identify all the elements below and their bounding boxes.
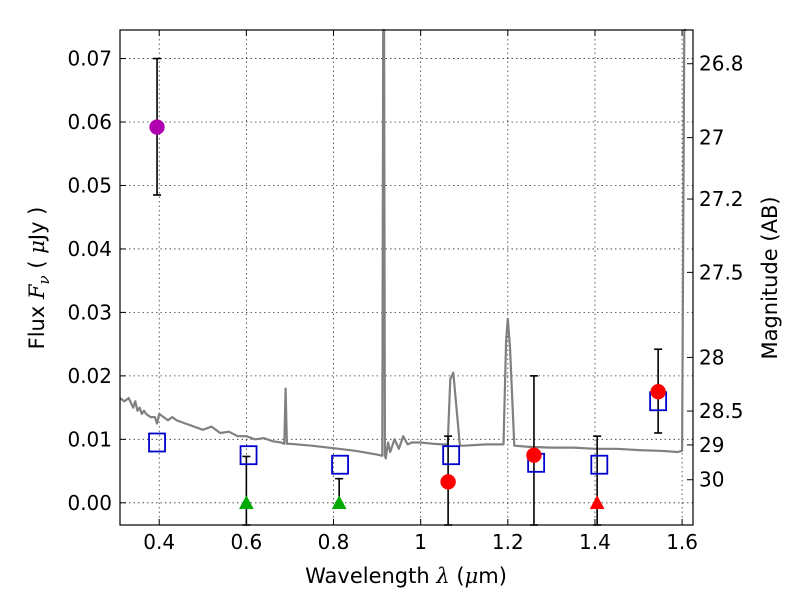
y2-tick-label: 27.5 — [699, 260, 744, 284]
flux-point-circle — [650, 383, 666, 400]
data-markers — [148, 119, 668, 510]
y-tick-label: 0.03 — [67, 300, 112, 324]
plot-frame — [119, 29, 694, 526]
x-tick-label: 1.2 — [492, 530, 524, 554]
y2-tick-label: 27 — [699, 126, 724, 150]
model-spectrum-line — [119, 28, 687, 460]
model-photometry-square — [148, 432, 166, 453]
y2-tick-label: 28 — [699, 345, 724, 369]
model-photometry-square — [331, 454, 349, 475]
y-tick-label: 0.07 — [67, 47, 112, 71]
y-tick-label: 0.06 — [67, 110, 112, 134]
model-photometry-square — [590, 454, 609, 475]
y-tick-label: 0.02 — [67, 364, 112, 388]
flux-point-circle — [440, 474, 456, 490]
model-photometry-square — [239, 445, 258, 466]
grid — [120, 30, 693, 525]
flux-point-circle — [526, 447, 542, 463]
x-axis-label: Wavelength λ (μm) — [305, 564, 507, 588]
y2-tick-label: 29 — [699, 433, 724, 457]
upper-limit-triangle — [238, 495, 254, 510]
flux-point-circle — [149, 119, 165, 135]
x-tick-label: 1.6 — [666, 530, 698, 554]
y-tick-label: 0.04 — [67, 237, 112, 261]
x-tick-label: 0.8 — [318, 530, 350, 554]
x-tick-label: 0.4 — [143, 530, 175, 554]
y2-tick-label: 30 — [699, 468, 724, 492]
y2-axis-label: Magnitude (AB) — [758, 196, 782, 359]
upper-limit-triangle — [331, 495, 347, 510]
y2-tick-label: 28.5 — [699, 399, 744, 423]
x-tick-label: 1.4 — [579, 530, 611, 554]
y2-tick-label: 26.8 — [699, 52, 744, 76]
x-tick-label: 0.6 — [230, 530, 262, 554]
ticks: 0.4 0.6 0.8 1 1.2 1.4 1.6 0.00 0.01 0.02 0.03 0.04 0… — [67, 30, 744, 554]
y-axis-label: Flux Fν ( μJy ) — [25, 207, 53, 350]
y-tick-label: 0.01 — [67, 427, 112, 451]
x-tick-label: 1 — [414, 530, 427, 554]
model-photometry-square — [442, 445, 461, 466]
y-tick-label: 0.05 — [67, 173, 112, 197]
y-tick-label: 0.00 — [67, 491, 112, 515]
upper-limit-triangle — [589, 495, 605, 510]
y2-tick-label: 27.2 — [699, 187, 744, 211]
model-spectrum — [119, 28, 687, 460]
